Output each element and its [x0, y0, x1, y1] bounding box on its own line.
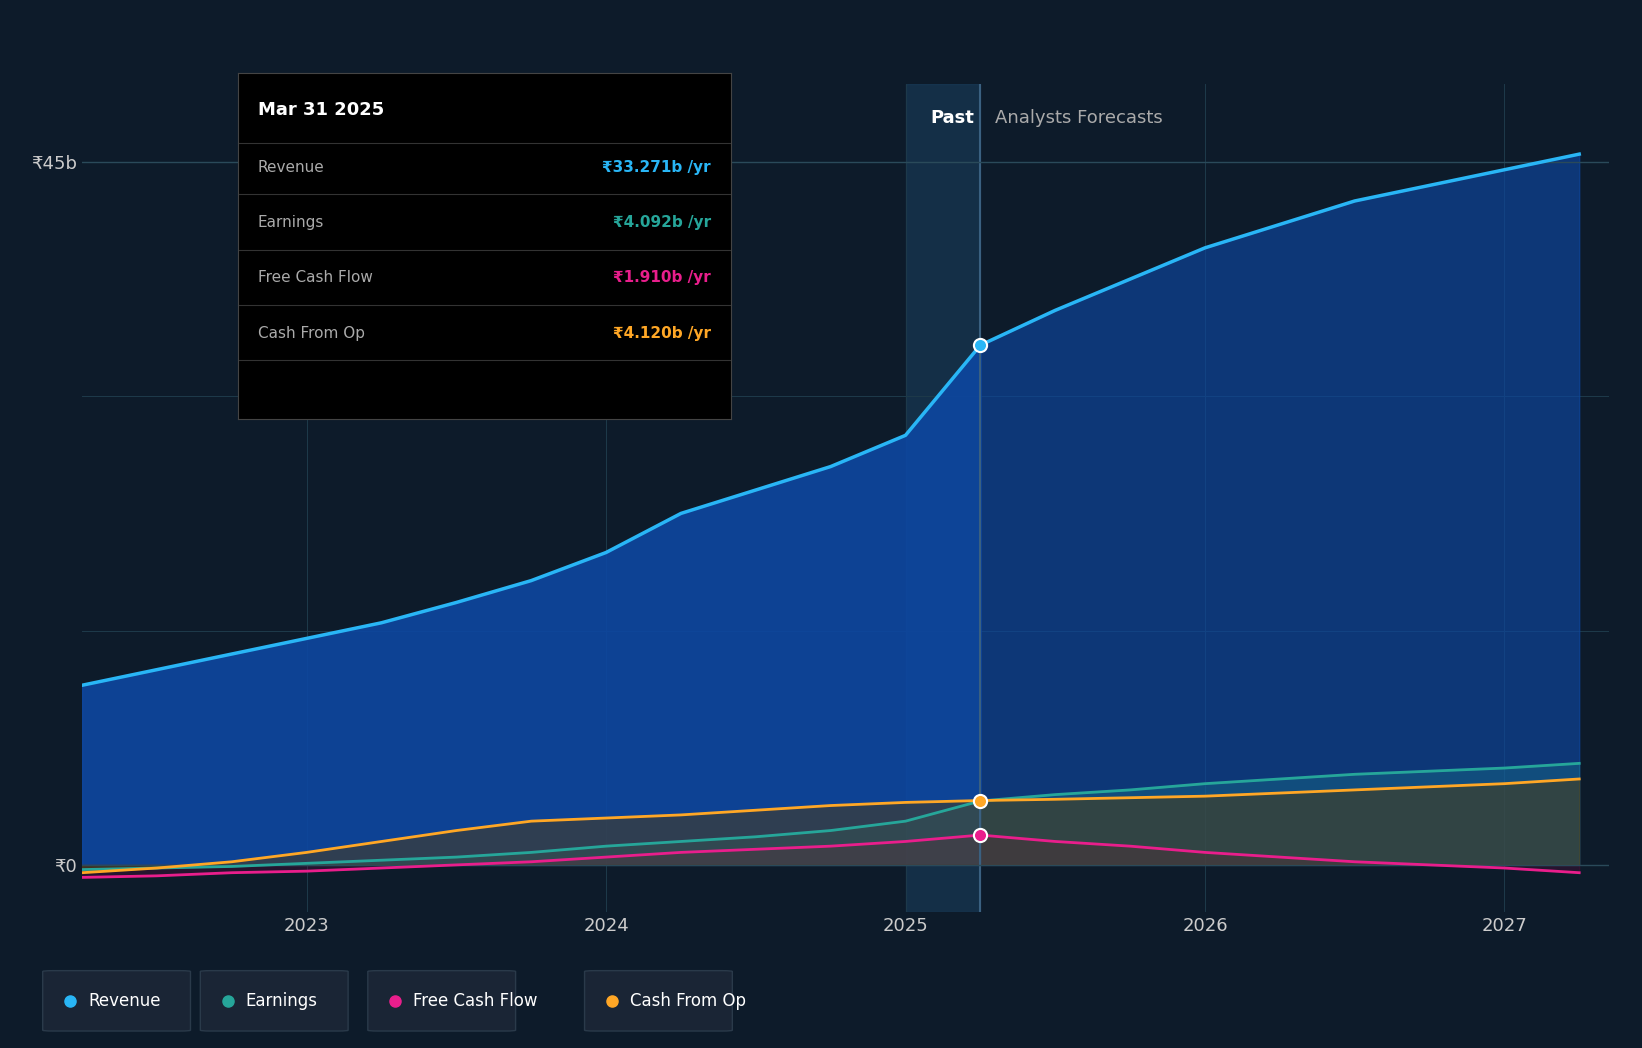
- Text: Past: Past: [931, 109, 974, 127]
- Text: Revenue: Revenue: [258, 160, 325, 175]
- Text: ₹1.910b /yr: ₹1.910b /yr: [612, 270, 711, 285]
- Text: Cash From Op: Cash From Op: [631, 991, 745, 1010]
- Text: Free Cash Flow: Free Cash Flow: [258, 270, 373, 285]
- Text: Earnings: Earnings: [258, 215, 323, 231]
- FancyBboxPatch shape: [200, 970, 348, 1031]
- Text: Earnings: Earnings: [246, 991, 317, 1010]
- Text: ₹33.271b /yr: ₹33.271b /yr: [603, 160, 711, 175]
- FancyBboxPatch shape: [585, 970, 732, 1031]
- Text: Revenue: Revenue: [89, 991, 161, 1010]
- FancyBboxPatch shape: [368, 970, 516, 1031]
- Text: ₹4.092b /yr: ₹4.092b /yr: [612, 215, 711, 231]
- Text: Cash From Op: Cash From Op: [258, 326, 365, 341]
- Text: ₹4.120b /yr: ₹4.120b /yr: [612, 326, 711, 341]
- Text: Mar 31 2025: Mar 31 2025: [258, 101, 384, 119]
- Bar: [905, 84, 980, 912]
- Point: [967, 827, 993, 844]
- FancyBboxPatch shape: [43, 970, 190, 1031]
- Point: [967, 792, 993, 809]
- Text: Analysts Forecasts: Analysts Forecasts: [995, 109, 1163, 127]
- Text: Free Cash Flow: Free Cash Flow: [414, 991, 537, 1010]
- Point: [967, 336, 993, 353]
